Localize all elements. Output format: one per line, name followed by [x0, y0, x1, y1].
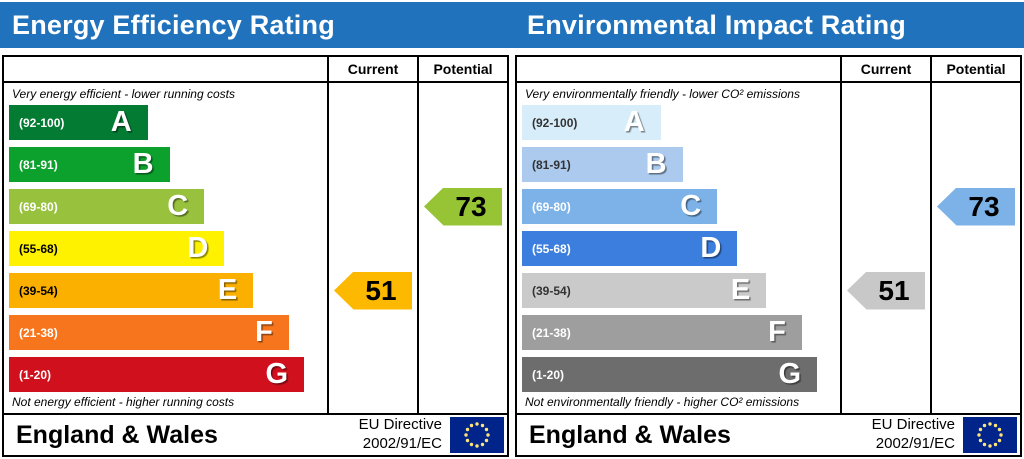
- band-range-label: (1-20): [532, 367, 565, 382]
- environmental-impact-title: Environmental Impact Rating: [527, 9, 906, 40]
- current-rating-arrow: 51: [847, 271, 925, 310]
- scale-bottom-caption: Not environmentally friendly - higher CO…: [525, 395, 800, 409]
- band-letter: B: [645, 148, 667, 180]
- panel-footer: England & Wales EU Directive 2002/91/EC: [4, 413, 507, 455]
- corner-cell: [4, 57, 327, 83]
- band-bar-C: (69-80) C: [9, 189, 205, 224]
- band-range-label: (21-38): [19, 325, 58, 340]
- band-letter: F: [768, 316, 786, 348]
- band-bar-E: (39-54) E: [522, 273, 767, 308]
- potential-column-header: Potential: [930, 57, 1020, 83]
- band-letter: A: [110, 106, 132, 138]
- band-range-label: (39-54): [532, 283, 571, 298]
- page-header-banner: Energy Efficiency Rating Environmental I…: [0, 2, 1024, 48]
- band-range-label: (92-100): [532, 115, 578, 130]
- band-letter: D: [700, 232, 722, 264]
- potential-rating-arrow: 73: [937, 187, 1015, 226]
- band-letter: E: [217, 274, 238, 306]
- eu-directive-label: EU Directive 2002/91/EC: [359, 416, 442, 454]
- environmental-rating-scale: Very environmentally friendly - lower CO…: [517, 83, 840, 413]
- band-letter: E: [730, 274, 751, 306]
- potential-rating-arrow: 73: [424, 187, 502, 226]
- band-bar-A: (92-100) A: [522, 105, 661, 140]
- band-letter: G: [265, 358, 289, 390]
- band-range-label: (55-68): [532, 241, 571, 256]
- band-bar-B: (81-91) B: [9, 147, 170, 182]
- band-range-label: (55-68): [19, 241, 58, 256]
- eu-directive-line2: 2002/91/EC: [362, 435, 442, 452]
- band-bar-G: (1-20) G: [522, 357, 818, 392]
- environmental-impact-panel: Current Potential Very environmentally f…: [515, 55, 1022, 457]
- band-range-label: (39-54): [19, 283, 58, 298]
- band-range-label: (81-91): [532, 157, 571, 172]
- corner-cell: [517, 57, 840, 83]
- band-letter: C: [680, 190, 702, 222]
- band-range-label: (69-80): [19, 199, 58, 214]
- band-range-label: (81-91): [19, 157, 58, 172]
- eu-directive-line1: EU Directive: [358, 416, 442, 434]
- current-column-header: Current: [327, 57, 417, 83]
- current-column-header: Current: [840, 57, 930, 83]
- band-letter: G: [778, 358, 802, 390]
- band-letter: B: [132, 148, 154, 180]
- band-letter: D: [187, 232, 209, 264]
- current-rating-value: 51: [878, 274, 910, 306]
- eu-flag-icon: [450, 417, 504, 453]
- band-bar-C: (69-80) C: [522, 189, 718, 224]
- energy-efficiency-panel: Current Potential Very energy efficient …: [2, 55, 509, 457]
- panel-footer: England & Wales EU Directive 2002/91/EC: [517, 413, 1020, 455]
- eu-directive-line1: EU Directive: [871, 416, 955, 434]
- region-label: England & Wales: [16, 420, 218, 449]
- band-range-label: (21-38): [532, 325, 571, 340]
- band-bar-E: (39-54) E: [9, 273, 254, 308]
- band-range-label: (1-20): [19, 367, 52, 382]
- eu-directive-label: EU Directive 2002/91/EC: [872, 416, 955, 454]
- rating-bars: (92-100) A (81-91) B (69-80) C (55-68) D (39-54)…: [517, 105, 840, 392]
- current-rating-value: 51: [365, 274, 397, 306]
- rating-panels: Current Potential Very energy efficient …: [2, 55, 1022, 457]
- region-label: England & Wales: [529, 420, 731, 449]
- band-bar-G: (1-20) G: [9, 357, 305, 392]
- current-rating-cell: 51: [840, 83, 930, 413]
- potential-rating-cell: 73: [417, 83, 507, 413]
- band-range-label: (69-80): [532, 199, 571, 214]
- band-letter: F: [255, 316, 273, 348]
- scale-bottom-caption: Not energy efficient - higher running co…: [12, 395, 235, 409]
- scale-top-caption: Very environmentally friendly - lower CO…: [525, 87, 800, 101]
- band-bar-D: (55-68) D: [522, 231, 738, 266]
- current-rating-cell: 51: [327, 83, 417, 413]
- band-letter: A: [623, 106, 645, 138]
- eu-flag-icon: [963, 417, 1017, 453]
- band-bar-F: (21-38) F: [522, 315, 802, 350]
- energy-efficiency-title: Energy Efficiency Rating: [12, 9, 335, 40]
- rating-bars: (92-100) A (81-91) B (69-80) C (55-68) D (39-54)…: [4, 105, 327, 392]
- band-letter: C: [167, 190, 189, 222]
- potential-rating-value: 73: [455, 190, 487, 222]
- eu-directive-line2: 2002/91/EC: [875, 435, 955, 452]
- potential-rating-value: 73: [968, 190, 1000, 222]
- potential-rating-cell: 73: [930, 83, 1020, 413]
- current-rating-arrow: 51: [334, 271, 412, 310]
- band-bar-A: (92-100) A: [9, 105, 148, 140]
- energy-rating-scale: Very energy efficient - lower running co…: [4, 83, 327, 413]
- band-bar-F: (21-38) F: [9, 315, 289, 350]
- potential-column-header: Potential: [417, 57, 507, 83]
- band-bar-B: (81-91) B: [522, 147, 683, 182]
- band-range-label: (92-100): [19, 115, 65, 130]
- scale-top-caption: Very energy efficient - lower running co…: [12, 87, 235, 101]
- band-bar-D: (55-68) D: [9, 231, 225, 266]
